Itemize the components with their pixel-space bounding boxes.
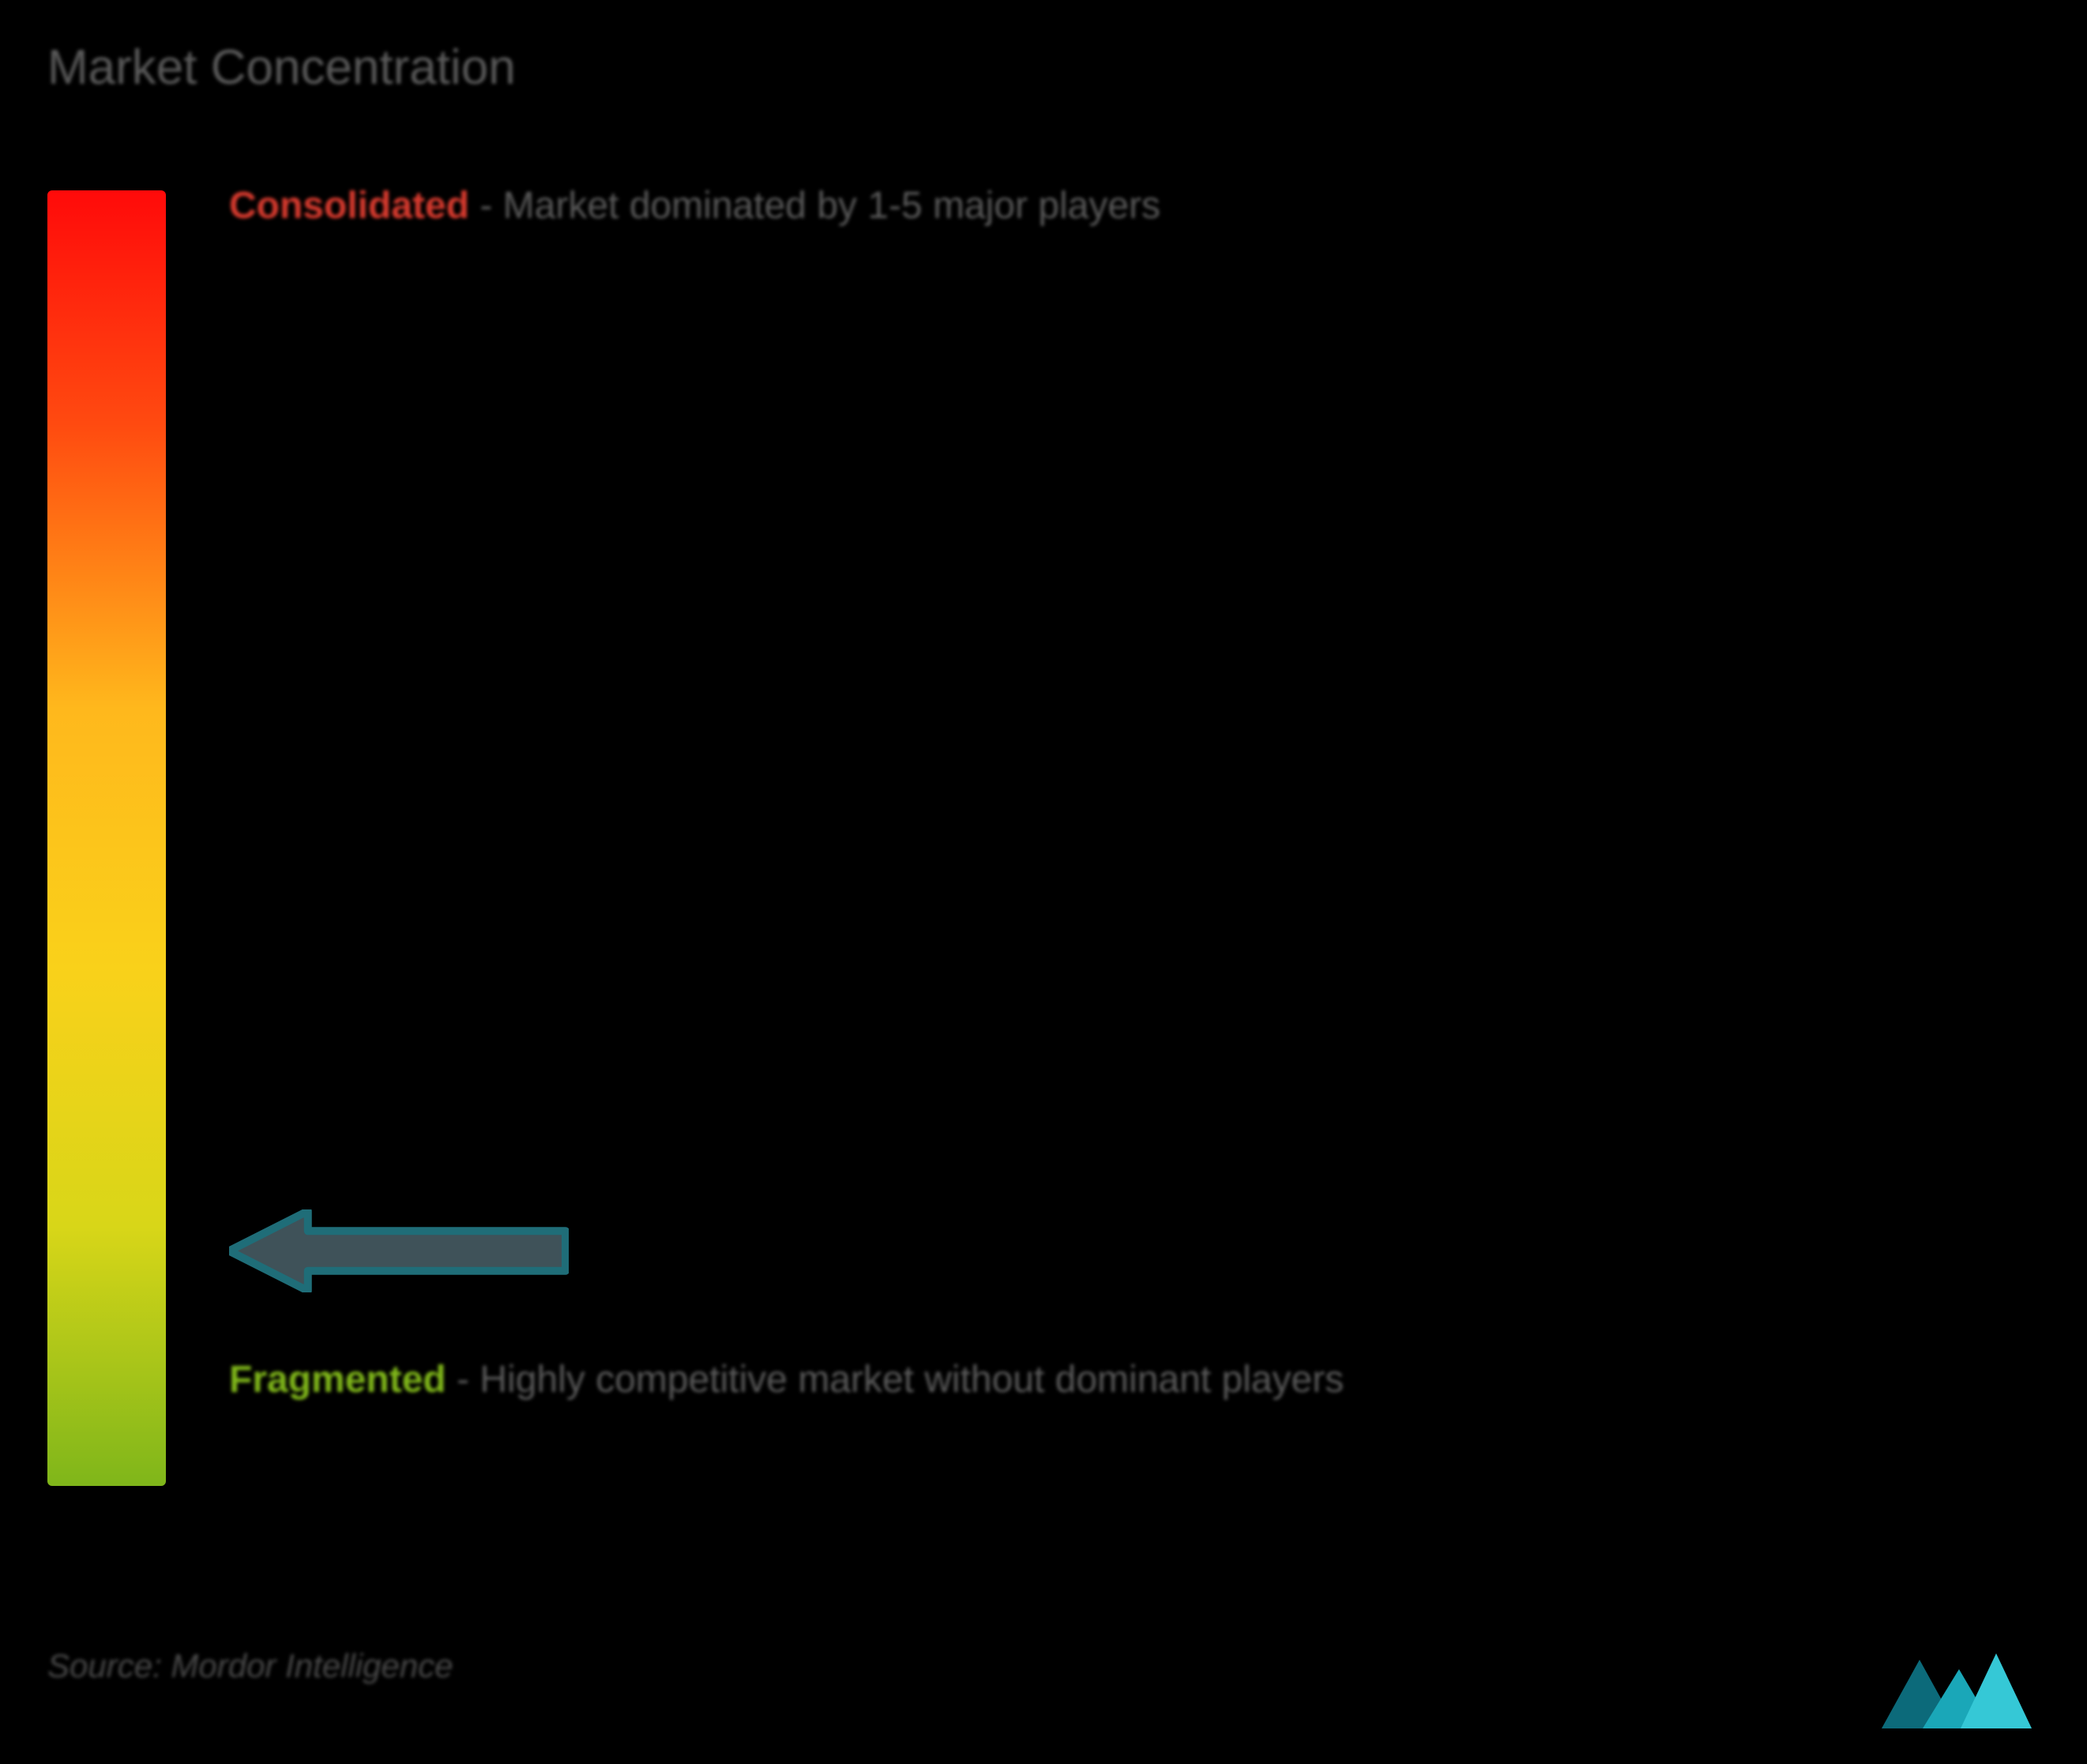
chart-container: Market Concentration Consolidated - Mark… [0, 0, 2087, 1764]
fragmented-description: - Highly competitive market without domi… [457, 1359, 1344, 1401]
arrow-left-icon [229, 1209, 569, 1292]
source-attribution: Source: Mordor Intelligence [47, 1647, 453, 1685]
labels-column: Consolidated - Market dominated by 1-5 m… [229, 190, 2040, 1486]
consolidated-keyword: Consolidated [229, 185, 469, 227]
page-title: Market Concentration [47, 39, 2040, 96]
fragmented-keyword: Fragmented [229, 1359, 446, 1401]
consolidated-label: Consolidated - Market dominated by 1-5 m… [229, 184, 1160, 228]
brand-logo [1882, 1653, 2032, 1732]
indicator-arrow [229, 1209, 569, 1296]
mordor-logo-icon [1882, 1653, 2032, 1728]
concentration-gradient-bar [47, 190, 166, 1486]
fragmented-label: Fragmented - Highly competitive market w… [229, 1344, 1344, 1416]
consolidated-description: - Market dominated by 1-5 major players [479, 185, 1160, 227]
content-row: Consolidated - Market dominated by 1-5 m… [47, 190, 2040, 1486]
